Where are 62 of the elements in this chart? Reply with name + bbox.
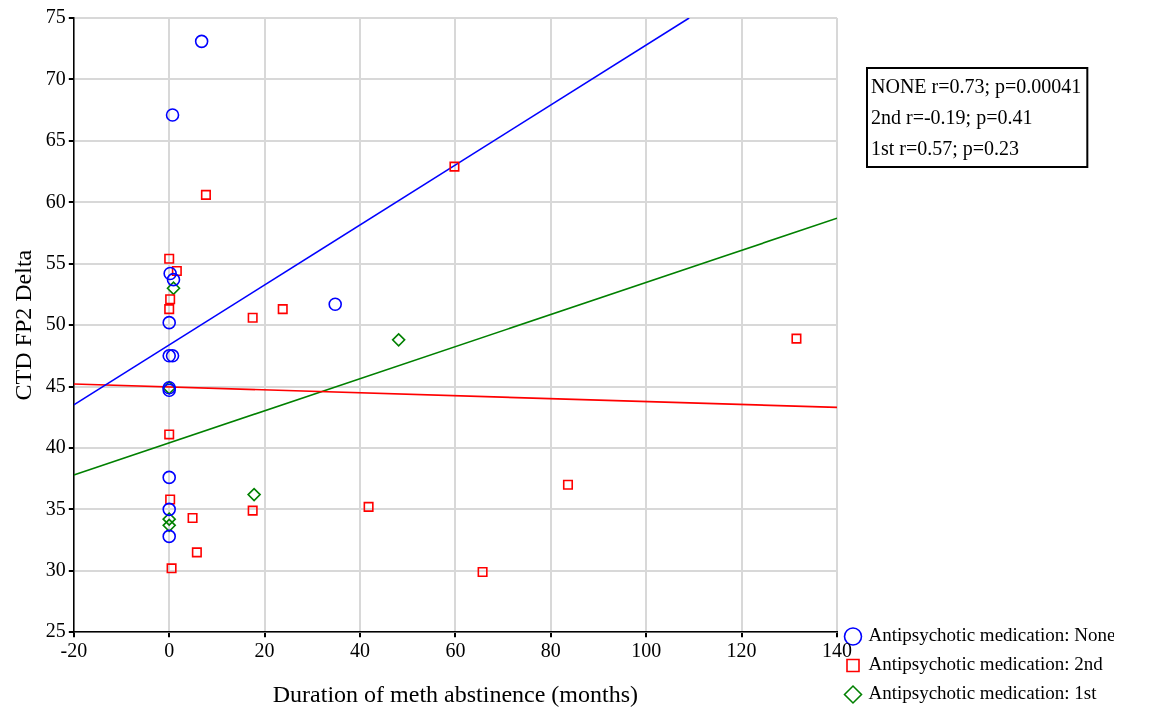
y-axis-title: CTD FP2 Delta xyxy=(9,249,36,401)
point xyxy=(163,266,177,281)
point xyxy=(166,281,181,296)
point xyxy=(391,333,406,347)
y-tick-label: 25 xyxy=(45,619,66,642)
point xyxy=(162,470,176,485)
y-tick-label: 50 xyxy=(45,312,66,335)
legend-label: Antipsychotic medication: None xyxy=(868,624,1116,646)
y-tick-label: 30 xyxy=(45,558,66,581)
x-tick-label: 0 xyxy=(164,639,175,662)
x-tick-label: 60 xyxy=(445,639,466,662)
point xyxy=(449,161,460,172)
text: 2nd r=-0.19; p=0.41 xyxy=(871,105,1033,129)
point xyxy=(165,108,180,122)
point xyxy=(164,429,175,440)
point xyxy=(162,512,176,526)
point xyxy=(247,312,258,323)
text: 1st r=0.57; p=0.23 xyxy=(871,136,1020,160)
x-tick-label: 40 xyxy=(350,639,370,662)
point xyxy=(194,34,209,49)
point xyxy=(187,512,198,523)
x-tick-label: 20 xyxy=(254,639,275,662)
y-tick-label: 55 xyxy=(45,250,66,273)
point xyxy=(166,563,177,574)
point xyxy=(247,487,261,502)
point xyxy=(171,266,182,277)
x-tick-label: 100 xyxy=(631,639,662,662)
x-axis-title: Duration of meth abstinence (months) xyxy=(272,680,639,707)
point xyxy=(164,253,175,264)
point xyxy=(277,304,288,315)
legend-label: Antipsychotic medication: 1st xyxy=(868,682,1098,704)
x-tick-label: -20 xyxy=(60,639,88,662)
point xyxy=(162,315,176,330)
point xyxy=(166,272,181,287)
point xyxy=(164,304,175,315)
point xyxy=(165,294,176,305)
x-tick-label: 140 xyxy=(822,639,852,662)
y-tick-label: 75 xyxy=(45,5,66,28)
point xyxy=(247,505,258,516)
x-tick-label: 80 xyxy=(540,639,561,662)
point xyxy=(162,349,176,363)
point xyxy=(562,479,574,490)
y-tick-label: 70 xyxy=(45,66,66,89)
point xyxy=(363,501,374,512)
point xyxy=(165,349,180,363)
point xyxy=(328,297,342,312)
point xyxy=(200,189,211,200)
text: NONE r=0.73; p=0.00041 xyxy=(871,74,1082,98)
point xyxy=(477,566,488,578)
y-tick-label: 45 xyxy=(45,373,66,396)
y-tick-label: 35 xyxy=(45,496,66,519)
legend-label: Antipsychotic medication: 2nd xyxy=(868,653,1104,675)
point xyxy=(191,547,202,558)
point xyxy=(165,494,176,505)
point xyxy=(791,333,802,344)
y-tick-label: 65 xyxy=(45,128,66,151)
point xyxy=(162,502,176,517)
point xyxy=(162,529,176,544)
point xyxy=(162,518,176,533)
x-tick-label: 120 xyxy=(726,639,757,662)
y-tick-label: 40 xyxy=(45,435,66,458)
y-tick-label: 60 xyxy=(45,189,66,212)
